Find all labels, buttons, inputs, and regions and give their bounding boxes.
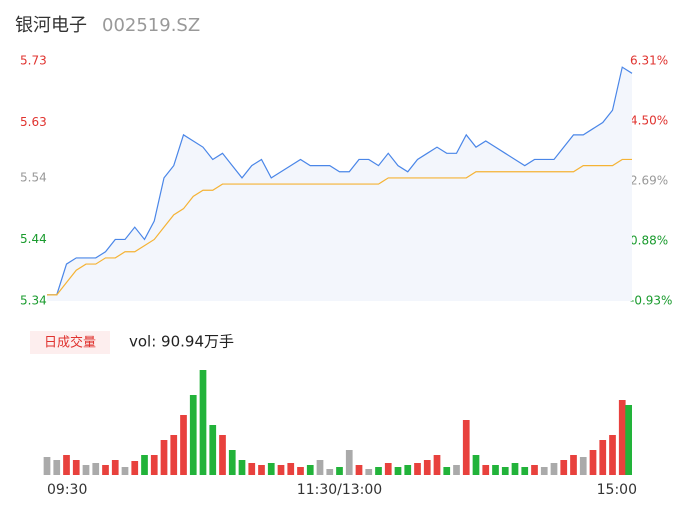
volume-bar [306, 465, 314, 475]
volume-bar [414, 463, 421, 475]
volume-bar [287, 463, 295, 475]
volume-bar [443, 467, 451, 475]
volume-bar [150, 455, 158, 475]
volume-bar [540, 467, 548, 475]
volume-total: vol: 90.94万手 [129, 333, 234, 351]
volume-bar [170, 435, 178, 475]
y-tick-label: 5.63 [20, 115, 47, 129]
volume-bar [570, 455, 577, 475]
volume-bar [102, 465, 109, 475]
series-line [47, 158, 632, 296]
y-tick-label: 5.73 [20, 54, 47, 68]
volume-bar [589, 450, 597, 475]
volume-bar [355, 465, 363, 475]
volume-bar [384, 463, 392, 475]
y-tick-label: 5.54 [20, 170, 47, 184]
x-tick-label: 15:00 [597, 482, 637, 498]
volume-bar [53, 460, 61, 475]
volume-bar [209, 425, 217, 475]
volume-legend-box [30, 331, 110, 354]
volume-bar [521, 467, 529, 475]
volume-legend: 日成交量 [44, 335, 96, 351]
x-tick-label: 09:30 [47, 482, 87, 498]
y2-tick-label: 6.31% [630, 54, 668, 68]
volume-bar [579, 457, 587, 475]
volume-bar [625, 405, 632, 475]
y-tick-label: 5.34 [20, 294, 47, 308]
volume-bar [375, 467, 382, 475]
volume-bar [160, 440, 168, 475]
volume-bar [345, 450, 353, 475]
stock-name: 银河电子 [15, 15, 87, 36]
volume-bar [501, 467, 509, 475]
volume-bar [316, 460, 324, 475]
stock-code: 002519.SZ [102, 15, 200, 36]
volume-bar [72, 460, 80, 475]
volume-bar [618, 400, 626, 475]
y2-tick-label: -0.93% [630, 294, 672, 308]
volume-bar [472, 455, 480, 475]
volume-bar [43, 457, 51, 475]
volume-bar [92, 463, 100, 475]
volume-bar [394, 467, 402, 475]
volume-bar [326, 469, 334, 475]
volume-bar [82, 465, 90, 475]
y2-tick-label: 4.50% [630, 114, 668, 128]
volume-bar [599, 440, 607, 475]
volume-bar [248, 463, 256, 475]
volume-bar [531, 465, 538, 475]
volume-bar [189, 395, 197, 475]
volume-bar [219, 435, 226, 475]
volume-bar [482, 465, 490, 475]
volume-bar [433, 455, 441, 475]
volume-bar [131, 461, 139, 475]
volume-bar [180, 415, 187, 475]
volume-bar [453, 465, 460, 475]
volume-bar [238, 460, 246, 475]
volume-bar [111, 460, 119, 475]
series-line [47, 66, 633, 296]
volume-bar [121, 467, 129, 475]
volume-bar [63, 455, 70, 475]
volume-bar [365, 469, 373, 475]
volume-bar [492, 465, 499, 475]
volume-bar [462, 420, 470, 475]
volume-bar [609, 435, 616, 475]
volume-bar [336, 467, 343, 475]
y-tick-label: 5.44 [20, 232, 47, 246]
volume-bar [258, 465, 265, 475]
x-tick-label: 11:30/13:00 [297, 482, 382, 498]
volume-bar [550, 463, 558, 475]
volume-bar [404, 465, 412, 475]
volume-bar [277, 465, 285, 475]
y2-tick-label: 0.88% [630, 234, 668, 248]
volume-bar [560, 460, 568, 475]
volume-bar [511, 463, 519, 475]
volume-bar [199, 370, 207, 475]
volume-bar [228, 450, 236, 475]
volume-bar [297, 467, 304, 475]
volume-bar [267, 463, 275, 475]
volume-bar [423, 460, 431, 475]
volume-bar [141, 455, 148, 475]
y2-tick-label: 2.69% [630, 174, 668, 188]
